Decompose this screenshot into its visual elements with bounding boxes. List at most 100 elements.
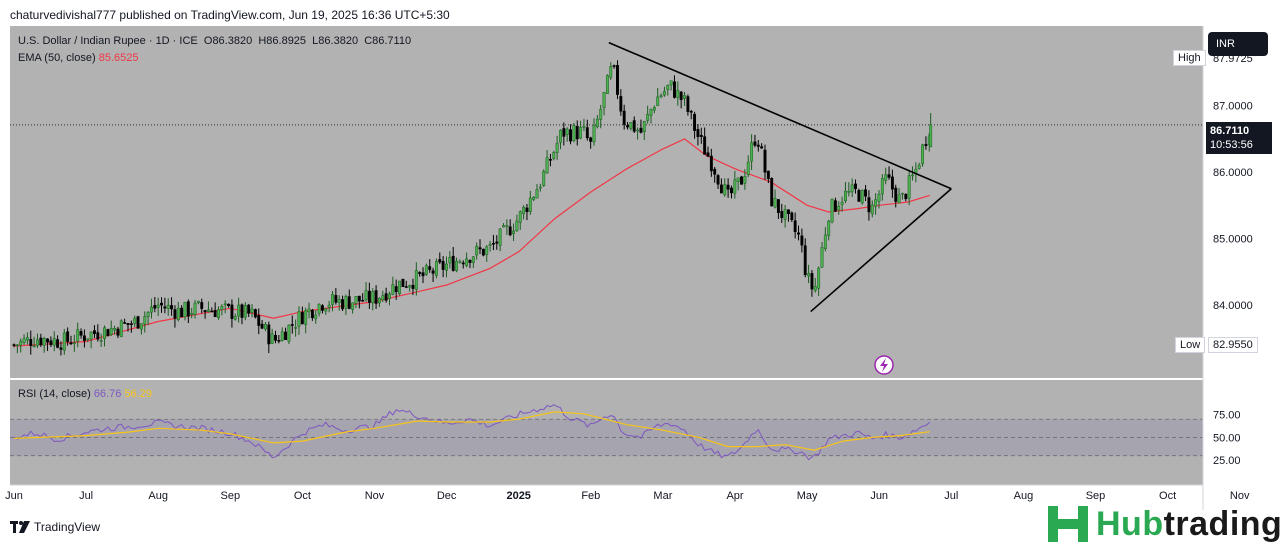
candle-body [136,316,140,329]
candle-body [287,324,291,342]
candle-body [475,245,479,256]
candle-body [143,316,147,325]
low-tag-label: Low [1180,339,1201,351]
candle-body [344,296,348,309]
candle-body [176,307,180,321]
candle-body [183,301,187,318]
candle-body [49,340,53,346]
candle-body [25,337,29,341]
candle-body [19,340,23,346]
candle-body [579,126,583,139]
candle-body [247,304,251,314]
currency-button[interactable]: INR [1208,32,1268,56]
candle-body [133,317,137,324]
candle-body [398,280,402,295]
candle-body [636,129,640,132]
time-tick-label: Jun [870,490,888,502]
candle-body [686,96,690,112]
candle-body [270,333,274,344]
candle-body [733,179,737,194]
candle-body [622,110,626,125]
ascending-support-trendline [810,188,952,313]
high-tag: High [1173,50,1206,66]
candle-body [284,331,288,340]
candle-body [170,305,174,310]
candle-body [683,95,686,99]
candle-body [86,338,90,341]
candle-body [666,85,670,90]
candle-body [351,302,355,310]
candle-body [408,285,412,288]
candle-body [880,178,884,195]
time-tick-label: Dec [437,490,457,502]
candle-body [364,290,368,301]
candle-body [562,128,566,137]
candle-body [260,323,264,329]
candle-body [29,339,33,346]
candle-body [894,187,898,202]
candle-body [391,284,395,295]
price-tick-label: 84.0000 [1213,300,1253,312]
candle-body [756,144,760,147]
time-tick-label: 2025 [506,490,530,502]
candle-body [595,118,599,128]
candle-body [592,125,596,143]
candle-body [337,299,341,303]
candle-body [639,127,643,133]
candle-body [42,338,46,346]
candle-body [904,194,908,200]
candle-body [129,323,133,325]
candle-body [857,190,861,202]
candle-body [481,248,485,256]
candle-body [907,175,911,199]
candle-body [669,80,673,86]
candle-body [12,344,16,346]
candle-body [605,75,609,94]
candle-body [458,261,462,263]
ema-value: 85.6525 [98,52,139,64]
tradingview-logo[interactable]: TradingView [10,520,100,534]
candle-body [310,309,314,319]
candle-body [619,96,623,112]
candle-body [793,220,797,233]
candle-body [495,241,499,244]
candle-body [877,194,881,202]
hubtrading-watermark: Hubtrading [1046,504,1281,544]
candle-body [304,310,308,325]
candle-body [555,142,559,154]
candle-body [424,265,428,275]
candle-body [99,339,103,342]
rsi-value: 66.76 [93,388,122,400]
candle-body [616,65,619,95]
time-tick-label: Apr [726,490,743,502]
candle-body [160,302,163,306]
candle-body [817,267,821,289]
candle-body [719,184,723,194]
candle-body [572,125,576,142]
candle-body [233,316,237,320]
candle-body [703,136,707,155]
candle-body [518,211,522,223]
candle-body [736,177,740,182]
candle-body [535,189,539,199]
symbol-name: U.S. Dollar / Indian Rupee · 1D · ICE [18,35,198,47]
candle-body [699,134,703,137]
candle-body [760,146,764,149]
candle-body [381,295,385,301]
candle-body [498,228,502,246]
candle-body [569,129,572,142]
candle-body [69,342,73,345]
candle-body [421,272,425,277]
candle-body [250,308,254,313]
candle-body [388,293,391,299]
candle-body [565,128,569,135]
candle-body [528,197,532,212]
candle-body [575,126,579,140]
candle-body [840,201,844,205]
rsi-ma-value: 56.29 [124,388,152,400]
candle-body [230,304,234,319]
candle-body [488,244,492,246]
open-value: 86.3820 [212,35,253,47]
candle-body [847,191,851,193]
